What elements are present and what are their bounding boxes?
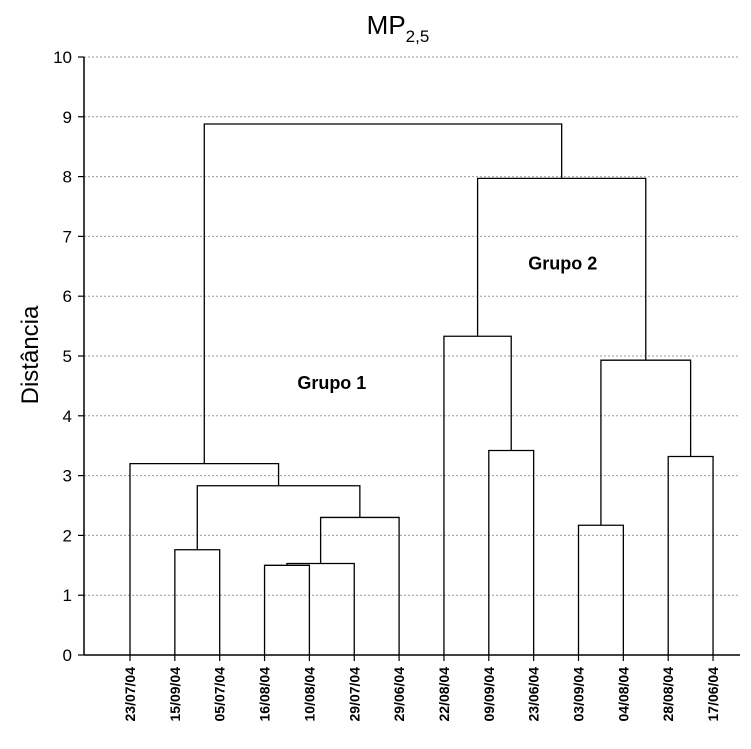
x-tick-label: 22/08/04 [436, 667, 452, 722]
chart-title: MP2,5 [367, 10, 430, 46]
x-tick-label: 23/07/04 [122, 667, 138, 722]
y-tick-label: 3 [63, 467, 72, 486]
grid-lines [84, 56, 740, 596]
x-tick-label: 29/07/04 [346, 667, 362, 722]
dendrogram-links [129, 123, 714, 655]
x-tick-label: 23/06/04 [526, 667, 542, 722]
y-tick-label: 0 [63, 646, 72, 665]
x-tick-label: 17/06/04 [705, 667, 721, 722]
group-label: Grupo 1 [297, 373, 366, 393]
x-tick-label: 10/08/04 [301, 667, 317, 722]
x-tick-label: 15/09/04 [167, 667, 183, 722]
y-tick-label: 9 [63, 108, 72, 127]
chart-title-subscript: 2,5 [406, 27, 430, 46]
y-tick-label: 1 [63, 586, 72, 605]
x-tick-label: 04/08/04 [615, 667, 631, 722]
dendrogram-link [600, 359, 692, 526]
dendrogram-link [488, 449, 535, 655]
y-ticks: 0 1 2 3 4 5 6 7 8 9 10 [53, 48, 84, 665]
y-tick-label: 2 [63, 526, 72, 545]
dendrogram-link [577, 524, 624, 655]
x-tick-label: 05/07/04 [212, 667, 228, 722]
dendrogram-link [319, 516, 400, 655]
x-tick-label: 09/09/04 [481, 667, 497, 722]
x-tick-label: 29/06/04 [391, 667, 407, 722]
x-tick-label: 16/08/04 [257, 667, 273, 722]
y-tick-label: 7 [63, 227, 72, 246]
y-axis-label: Distância [17, 305, 44, 404]
group-annotations: Grupo 1 Grupo 2 [297, 253, 597, 393]
group-label: Grupo 2 [528, 253, 597, 273]
y-tick-label: 5 [63, 347, 72, 366]
dendrogram-link [263, 564, 311, 655]
y-tick-label: 6 [63, 287, 72, 306]
y-tick-label: 4 [63, 407, 72, 426]
dendrogram-link [286, 562, 355, 655]
dendrogram-link [174, 549, 221, 655]
dendrogram-link [203, 123, 563, 464]
x-tick-label: 03/09/04 [571, 667, 587, 722]
chart-title-main: MP [367, 10, 406, 40]
x-tick-label: 28/08/04 [660, 667, 676, 722]
dendrogram-link [443, 335, 512, 655]
y-tick-label: 10 [53, 48, 72, 67]
dendrogram-link [667, 455, 714, 655]
y-tick-label: 8 [63, 168, 72, 187]
x-ticks: 23/07/04 15/09/04 05/07/04 16/08/04 10/08/04… [122, 655, 721, 722]
dendrogram-link [129, 462, 280, 655]
